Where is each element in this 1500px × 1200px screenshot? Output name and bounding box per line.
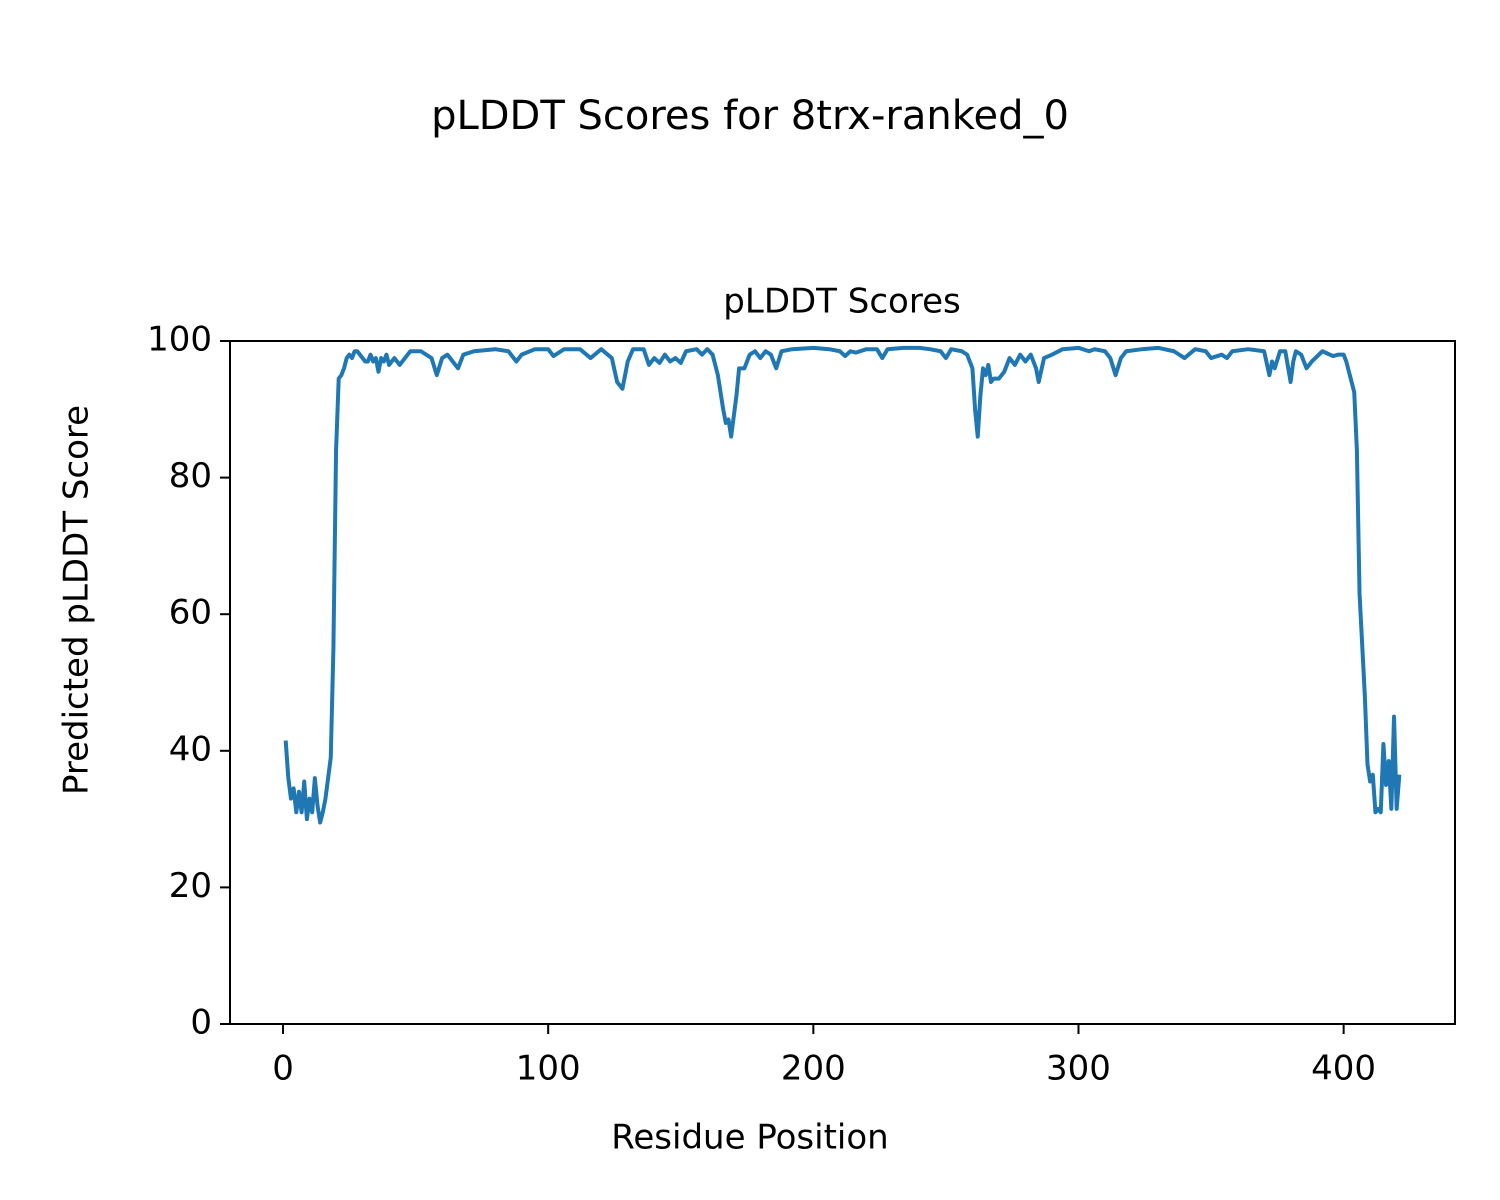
x-tick-label: 300 [1046, 1049, 1111, 1089]
y-tick-label: 80 [169, 456, 212, 496]
y-tick-label: 60 [169, 593, 212, 633]
x-tick-label: 400 [1311, 1049, 1376, 1089]
x-axis-label: Residue Position [611, 1118, 888, 1158]
y-tick-label: 20 [169, 866, 212, 906]
y-tick-label: 100 [147, 320, 212, 360]
y-axis-label: Predicted pLDDT Score [57, 405, 97, 795]
axes-title: pLDDT Scores [723, 282, 960, 322]
x-tick-label: 100 [516, 1049, 581, 1089]
plot-frame [229, 340, 1456, 1025]
chart-suptitle: pLDDT Scores for 8trx-ranked_0 [431, 93, 1069, 139]
data-line [283, 345, 1402, 825]
y-tick-label: 40 [169, 729, 212, 769]
x-tick-label: 200 [781, 1049, 846, 1089]
y-tick-label: 0 [190, 1003, 212, 1043]
x-tick-label: 0 [272, 1049, 294, 1089]
